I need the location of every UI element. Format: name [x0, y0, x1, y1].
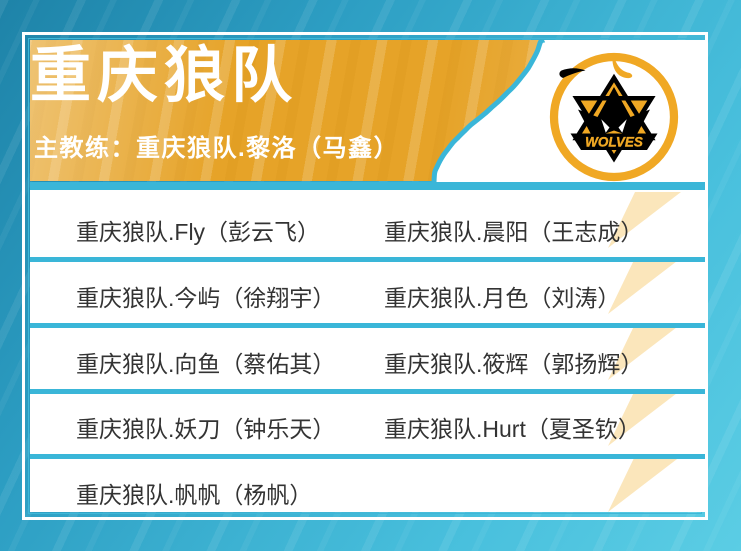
svg-text:WOLVES: WOLVES: [585, 134, 643, 149]
